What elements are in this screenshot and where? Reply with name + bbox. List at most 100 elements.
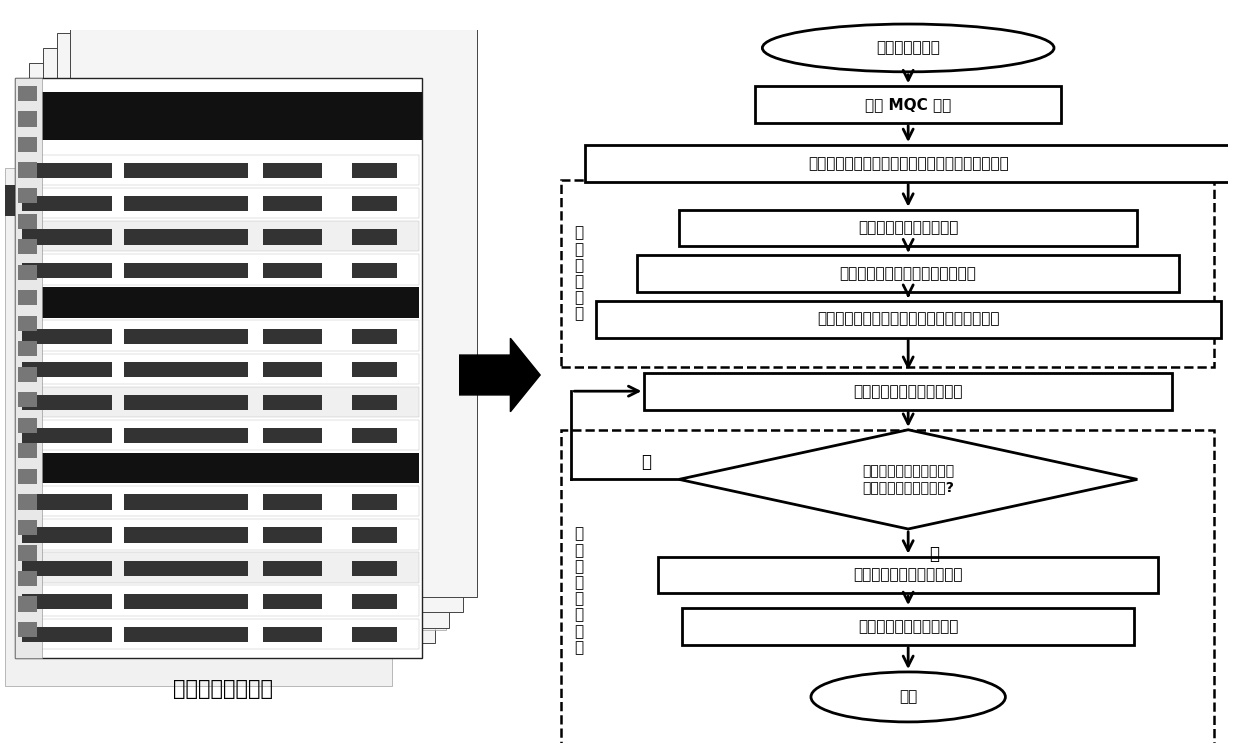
Bar [124, 262, 248, 278]
Bar [19, 290, 37, 305]
Bar [17, 353, 419, 384]
Bar [22, 527, 112, 543]
Bar [352, 262, 397, 278]
Ellipse shape [763, 24, 1054, 72]
FancyArrow shape [459, 338, 541, 412]
Bar [19, 86, 37, 101]
Bar [352, 230, 397, 244]
Bar [560, 430, 1214, 750]
Bar [17, 155, 419, 185]
Bar [22, 196, 112, 211]
Bar [352, 196, 397, 211]
Bar [124, 328, 248, 344]
Bar [263, 262, 322, 278]
Bar [17, 188, 419, 218]
Bar [124, 428, 248, 443]
Bar [17, 287, 419, 318]
Bar [263, 230, 322, 244]
Bar [124, 560, 248, 576]
Bar [352, 594, 397, 609]
Text: 手动选择三维数据集检查单: 手动选择三维数据集检查单 [853, 384, 963, 399]
Bar [19, 137, 37, 152]
Bar [22, 428, 112, 443]
Bar [17, 320, 419, 351]
Text: 是: 是 [929, 545, 939, 563]
Text: 否: 否 [641, 452, 651, 470]
Bar [19, 316, 37, 331]
Bar [17, 254, 419, 284]
Bar [19, 367, 37, 382]
Bar [352, 164, 397, 178]
Bar [29, 63, 435, 643]
Bar [658, 556, 1158, 593]
Bar [124, 362, 248, 377]
Bar [15, 78, 422, 658]
Bar [352, 395, 397, 410]
Bar [645, 373, 1172, 410]
Bar [263, 560, 322, 576]
Bar [32, 140, 419, 658]
Bar [60, 130, 446, 161]
Bar [19, 112, 37, 127]
Bar [352, 527, 397, 543]
Bar [263, 395, 322, 410]
Text: 自动显示、保存检查结果: 自动显示、保存检查结果 [858, 619, 959, 634]
Bar [263, 594, 322, 609]
Bar [124, 527, 248, 543]
Bar [15, 78, 422, 658]
Bar [32, 158, 419, 189]
Ellipse shape [811, 672, 1006, 722]
Text: 所选三维数据集检查单与
所选零件类型是否匹配?: 所选三维数据集检查单与 所选零件类型是否匹配? [862, 464, 955, 494]
Bar [352, 428, 397, 443]
Bar [19, 520, 37, 535]
Bar [19, 622, 37, 638]
Bar [17, 586, 419, 616]
Bar [17, 420, 419, 450]
Bar [124, 627, 248, 642]
Bar [19, 239, 37, 254]
Text: 结束: 结束 [899, 689, 918, 704]
Bar [22, 627, 112, 642]
Bar [19, 392, 37, 407]
Bar [17, 221, 419, 251]
Bar [17, 519, 419, 550]
Bar [17, 552, 419, 583]
Bar [124, 230, 248, 244]
Bar [124, 196, 248, 211]
Bar [15, 92, 422, 140]
Bar [352, 627, 397, 642]
Bar [57, 33, 464, 612]
Bar [22, 395, 112, 410]
Text: 打开待检查数模: 打开待检查数模 [877, 40, 940, 56]
Text: 根据零件类型筛选检查项: 根据零件类型筛选检查项 [858, 220, 959, 236]
Bar [22, 594, 112, 609]
Bar [19, 188, 37, 203]
Text: 检查完成后提示选择待填写三维数据集检查单: 检查完成后提示选择待填写三维数据集检查单 [817, 312, 999, 327]
Bar [124, 494, 248, 509]
Bar [585, 145, 1231, 182]
Bar [560, 180, 1214, 367]
Bar [22, 230, 112, 244]
Bar [352, 362, 397, 377]
Text: 针对筛选出的检查项逐项进行检查: 针对筛选出的检查项逐项进行检查 [839, 266, 977, 281]
Bar [19, 596, 37, 612]
Bar [17, 453, 419, 483]
Bar [263, 494, 322, 509]
Bar [263, 428, 322, 443]
Bar [755, 86, 1061, 123]
Bar [680, 209, 1137, 247]
Bar [15, 78, 42, 658]
Bar [637, 255, 1179, 292]
Bar [22, 362, 112, 377]
Bar [5, 185, 392, 216]
Bar [263, 196, 322, 211]
Bar [124, 594, 248, 609]
Text: 在检查工具人机交互窗口选择项目模板与零件类型: 在检查工具人机交互窗口选择项目模板与零件类型 [807, 156, 1008, 171]
Bar [19, 341, 37, 356]
Bar [352, 494, 397, 509]
Bar [124, 164, 248, 178]
Bar [263, 627, 322, 642]
Bar [22, 494, 112, 509]
Bar [22, 560, 112, 576]
Bar [19, 494, 37, 509]
